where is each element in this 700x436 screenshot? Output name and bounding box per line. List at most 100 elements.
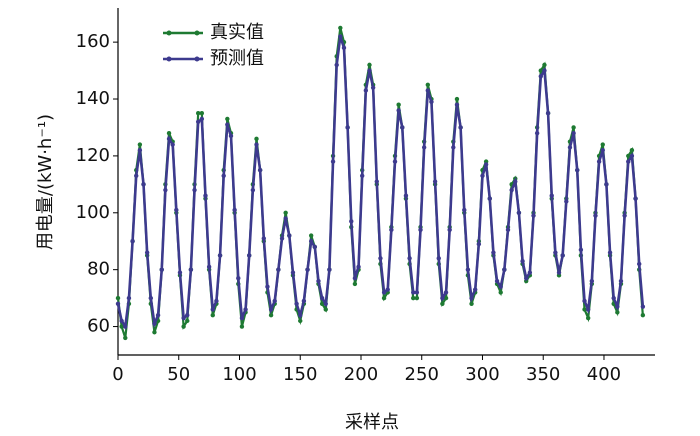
point [494,278,500,284]
point [123,335,128,341]
point [505,227,511,233]
point [414,295,420,301]
point [115,301,121,307]
point [217,253,223,258]
point [268,312,274,318]
x-tick-label: 250 [405,364,439,385]
point [476,241,482,247]
point [308,239,314,244]
point [593,213,598,218]
point [185,312,190,318]
x-tick-label: 400 [587,364,621,385]
point [210,307,215,312]
point [560,253,565,258]
point [400,125,405,130]
point [170,142,175,147]
point [527,270,533,275]
point [633,196,638,201]
point [451,145,456,150]
point [429,99,434,105]
point [130,239,135,244]
point [123,324,128,329]
point [454,96,460,102]
point [414,290,420,295]
point [338,25,343,31]
point [640,304,646,309]
point [465,267,471,272]
point [287,233,292,238]
point [166,130,172,136]
point [298,312,303,318]
point [144,250,150,255]
point [472,287,478,292]
point [578,247,584,252]
point [425,88,431,93]
y-axis-label: 用电量/(kW·h⁻¹) [35,114,56,250]
point [155,312,161,318]
point [192,187,197,193]
point [115,295,121,301]
point [421,145,427,150]
point [607,250,613,255]
point [119,318,124,324]
point [469,295,474,301]
point [611,295,616,301]
point [447,227,452,233]
point [509,187,514,193]
point [564,199,569,204]
point [567,145,573,150]
point [174,207,179,213]
point [487,196,492,201]
point [534,130,540,136]
x-tick-label: 200 [344,364,378,385]
point [298,318,303,324]
point [432,179,438,184]
point [480,173,485,179]
point [290,270,296,275]
legend-marker [194,30,200,36]
legend-marker [166,30,172,36]
point [206,264,212,270]
x-tick-label: 350 [526,364,560,385]
point [553,250,558,255]
point [585,307,591,312]
point [134,173,139,179]
point [137,142,143,147]
point [345,125,350,130]
point [615,304,620,309]
point [516,210,522,215]
point [513,179,518,184]
point [640,312,646,318]
point [254,142,259,147]
point [571,130,576,136]
point [524,276,529,281]
point [239,324,245,329]
point [367,68,372,73]
point [637,261,642,267]
y-tick-label: 120 [76,145,110,166]
point [308,233,314,238]
point [225,116,230,122]
point [622,213,627,218]
point [181,324,186,329]
point [469,301,474,307]
point [462,207,467,213]
point [538,74,543,79]
point [571,125,576,130]
point [199,116,205,122]
point [360,173,365,179]
legend-label: 真实值 [210,22,264,43]
point [319,301,325,307]
point [210,312,215,318]
point [589,278,595,284]
point [225,122,230,127]
point [440,301,445,307]
point [119,324,124,329]
point [545,111,551,116]
point [396,108,401,113]
point [294,301,299,307]
point [195,111,201,116]
point [195,119,201,124]
point [239,315,245,321]
